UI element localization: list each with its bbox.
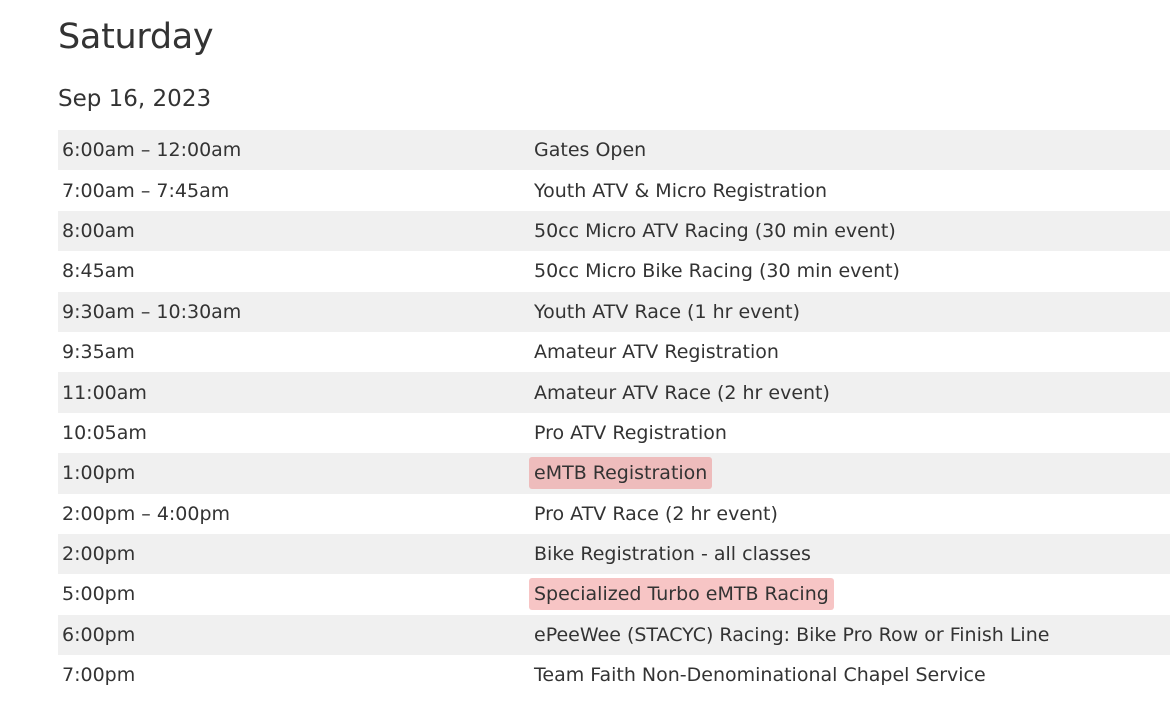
table-row: 8:00am 50cc Micro ATV Racing (30 min even…	[58, 210, 1170, 252]
event-name: Gates Open	[534, 139, 647, 162]
schedule-table: 6:00am – 12:00am Gates Open 7:00am – 7:45a…	[58, 130, 1170, 695]
table-row: 2:00pm – 4:00pm Pro ATV Race (2 hr event)	[58, 494, 1170, 534]
event-time: 6:00am – 12:00am	[62, 139, 242, 162]
event-cell: 50cc Micro ATV Racing (30 min event)	[530, 211, 1170, 251]
event-time: 11:00am	[62, 381, 147, 404]
event-name: Team Faith Non-Denominational Chapel Ser…	[534, 664, 986, 687]
event-time: 2:00pm – 4:00pm	[62, 502, 231, 525]
event-name: Amateur ATV Registration	[534, 341, 779, 364]
event-name: Pro ATV Race (2 hr event)	[534, 502, 778, 525]
table-row: 11:00am Amateur ATV Race (2 hr event)	[58, 372, 1170, 413]
table-row: 9:35am Amateur ATV Registration	[58, 332, 1170, 372]
event-cell: Amateur ATV Registration	[530, 332, 1170, 372]
event-time: 7:00am – 7:45am	[62, 179, 230, 202]
event-cell: eMTB Registration	[529, 453, 1170, 493]
event-cell: Youth ATV & Micro Registration	[530, 170, 1170, 210]
event-time: 1:00pm	[62, 462, 136, 485]
table-row: 2:00pm Bike Registration - all classes	[58, 533, 1170, 575]
table-row: 9:30am – 10:30am Youth ATV Race (1 hr eve…	[58, 291, 1170, 332]
table-row: 6:00pm ePeeWee (STACYC) Racing: Bike Pro …	[58, 614, 1170, 656]
event-cell: ePeeWee (STACYC) Racing: Bike Pro Row or…	[530, 615, 1170, 655]
event-cell: Specialized Turbo eMTB Racing	[529, 574, 1170, 614]
event-time: 6:00pm	[62, 623, 136, 646]
event-time: 8:45am	[62, 260, 135, 283]
event-name: 50cc Micro Bike Racing (30 min event)	[534, 260, 900, 283]
event-time: 9:30am – 10:30am	[62, 300, 242, 323]
event-name: Youth ATV & Micro Registration	[534, 179, 828, 202]
event-name: ePeeWee (STACYC) Racing: Bike Pro Row or…	[534, 623, 1050, 646]
event-cell: Pro ATV Race (2 hr event)	[530, 494, 1170, 534]
event-time: 8:00am	[62, 219, 135, 242]
event-cell: Gates Open	[530, 130, 1170, 170]
event-cell: 50cc Micro Bike Racing (30 min event)	[530, 251, 1170, 291]
event-time: 10:05am	[62, 421, 147, 444]
event-cell: Amateur ATV Race (2 hr event)	[530, 372, 1170, 412]
event-cell: Youth ATV Race (1 hr event)	[530, 292, 1170, 332]
table-row: 7:00pm Team Faith Non-Denominational Chap…	[58, 655, 1170, 695]
event-cell: Team Faith Non-Denominational Chapel Ser…	[530, 655, 1170, 695]
event-time: 5:00pm	[62, 583, 136, 606]
event-name: Bike Registration - all classes	[534, 543, 811, 566]
event-name: Pro ATV Registration	[534, 421, 727, 444]
date-heading: Sep 16, 2023	[58, 86, 212, 112]
event-cell: Pro ATV Registration	[530, 413, 1170, 453]
day-title: Saturday	[58, 17, 214, 57]
event-time: 9:35am	[62, 341, 135, 364]
highlighted-event-name: Specialized Turbo eMTB Racing	[529, 578, 834, 611]
table-row: 1:00pm eMTB Registration	[58, 453, 1170, 494]
table-row: 7:00am – 7:45am Youth ATV & Micro Registr…	[58, 170, 1170, 210]
table-row: 8:45am 50cc Micro Bike Racing (30 min eve…	[58, 251, 1170, 291]
event-time: 7:00pm	[62, 664, 136, 687]
table-row: 6:00am – 12:00am Gates Open	[58, 130, 1170, 171]
event-name: Amateur ATV Race (2 hr event)	[534, 381, 830, 404]
highlighted-event-name: eMTB Registration	[529, 457, 713, 490]
event-cell: Bike Registration - all classes	[530, 534, 1170, 574]
table-row: 10:05am Pro ATV Registration	[58, 413, 1170, 453]
table-row: 5:00pm Specialized Turbo eMTB Racing	[58, 574, 1170, 614]
event-name: 50cc Micro ATV Racing (30 min event)	[534, 219, 896, 242]
event-time: 2:00pm	[62, 543, 136, 566]
event-name: Youth ATV Race (1 hr event)	[534, 300, 801, 323]
